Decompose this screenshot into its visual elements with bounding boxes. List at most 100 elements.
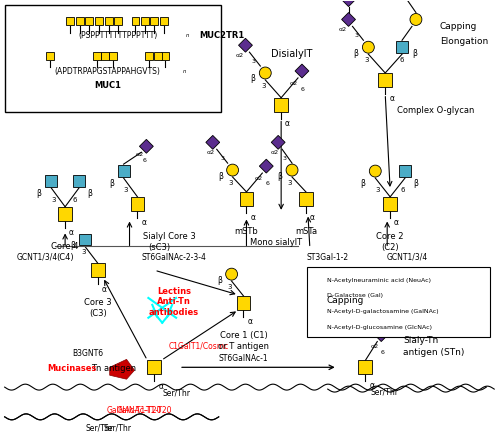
Text: β: β bbox=[87, 189, 92, 198]
Text: α: α bbox=[285, 119, 290, 128]
Text: β: β bbox=[217, 275, 222, 284]
Text: α: α bbox=[394, 217, 399, 227]
Text: (C3): (C3) bbox=[89, 309, 106, 318]
Bar bbox=[46, 176, 57, 187]
Text: N-Acetyl-D-glucosamine (GlcNAc): N-Acetyl-D-glucosamine (GlcNAc) bbox=[326, 325, 432, 329]
Bar bbox=[150, 18, 158, 26]
Bar bbox=[161, 53, 169, 61]
Bar bbox=[154, 53, 162, 61]
Text: 6: 6 bbox=[142, 158, 146, 162]
Text: 6: 6 bbox=[73, 196, 78, 202]
Text: GCNT1/3/4: GCNT1/3/4 bbox=[16, 252, 58, 261]
Text: 3: 3 bbox=[364, 57, 368, 63]
Bar bbox=[130, 197, 144, 211]
Text: mSTa: mSTa bbox=[295, 227, 317, 236]
Polygon shape bbox=[271, 136, 285, 150]
Text: α2: α2 bbox=[206, 149, 215, 155]
Text: α: α bbox=[248, 316, 252, 326]
Bar bbox=[132, 18, 140, 26]
Text: Ser/Thr: Ser/Thr bbox=[370, 387, 398, 396]
Circle shape bbox=[312, 289, 324, 301]
Polygon shape bbox=[342, 0, 355, 7]
Bar bbox=[46, 53, 54, 61]
Text: Complex O-glycan: Complex O-glycan bbox=[397, 106, 474, 115]
Text: β: β bbox=[412, 49, 417, 58]
Text: 3: 3 bbox=[261, 82, 266, 89]
Circle shape bbox=[362, 42, 374, 54]
Bar bbox=[118, 166, 130, 178]
Polygon shape bbox=[312, 273, 324, 286]
Text: β: β bbox=[354, 49, 358, 58]
Text: Mono sialylT: Mono sialylT bbox=[250, 237, 302, 247]
Bar bbox=[73, 176, 85, 187]
Text: Core 3: Core 3 bbox=[84, 298, 112, 307]
Bar bbox=[399, 166, 411, 178]
Polygon shape bbox=[362, 306, 376, 320]
Text: α2: α2 bbox=[290, 81, 298, 86]
Text: 3: 3 bbox=[375, 187, 380, 192]
Text: α2: α2 bbox=[370, 343, 378, 348]
Bar bbox=[58, 207, 72, 221]
Text: Ser/Thr: Ser/Thr bbox=[162, 388, 190, 397]
Bar bbox=[240, 192, 254, 206]
FancyBboxPatch shape bbox=[4, 6, 220, 112]
Text: Mucinases: Mucinases bbox=[48, 363, 97, 372]
Text: β: β bbox=[70, 240, 75, 250]
Text: 3: 3 bbox=[228, 180, 233, 186]
Bar bbox=[95, 18, 103, 26]
Polygon shape bbox=[110, 359, 134, 379]
Text: α2: α2 bbox=[338, 27, 346, 32]
Text: 3: 3 bbox=[220, 155, 224, 160]
Text: DisialylT: DisialylT bbox=[271, 49, 312, 59]
Bar bbox=[312, 321, 324, 333]
Text: β: β bbox=[218, 171, 222, 180]
Bar bbox=[93, 53, 101, 61]
Text: β: β bbox=[360, 179, 366, 188]
Text: α: α bbox=[389, 94, 394, 103]
Text: ST3Gal-1-2: ST3Gal-1-2 bbox=[306, 252, 349, 261]
Circle shape bbox=[286, 165, 298, 177]
Bar bbox=[236, 296, 250, 310]
Polygon shape bbox=[295, 65, 309, 79]
Text: α2: α2 bbox=[136, 151, 143, 156]
Text: $_n$: $_n$ bbox=[185, 31, 190, 40]
Text: (sC3): (sC3) bbox=[148, 242, 171, 251]
Bar bbox=[383, 197, 397, 211]
Text: antibodies: antibodies bbox=[149, 308, 199, 316]
Text: 3: 3 bbox=[51, 196, 56, 202]
Circle shape bbox=[226, 165, 238, 177]
Text: β: β bbox=[109, 179, 114, 188]
Text: Capping: Capping bbox=[440, 22, 477, 31]
Circle shape bbox=[260, 68, 271, 80]
Bar bbox=[114, 18, 122, 26]
Text: GCNT1/3/4: GCNT1/3/4 bbox=[386, 252, 428, 261]
Text: ST6GalNAc-2-3-4: ST6GalNAc-2-3-4 bbox=[142, 252, 206, 261]
Bar bbox=[85, 18, 93, 26]
Bar bbox=[104, 18, 112, 26]
Text: 6: 6 bbox=[380, 349, 384, 354]
Bar bbox=[142, 18, 150, 26]
Bar bbox=[146, 53, 154, 61]
Text: GalNAc-T1-T20: GalNAc-T1-T20 bbox=[116, 405, 172, 414]
Text: 3: 3 bbox=[354, 33, 358, 38]
Bar bbox=[91, 263, 104, 277]
Bar bbox=[66, 18, 74, 26]
Text: α: α bbox=[250, 213, 256, 222]
Text: α: α bbox=[102, 284, 107, 293]
Text: Sialy-Tn: Sialy-Tn bbox=[403, 335, 438, 344]
Bar bbox=[378, 74, 392, 88]
Text: Tn antigen: Tn antigen bbox=[92, 363, 136, 372]
Text: 3: 3 bbox=[82, 249, 86, 255]
Text: β: β bbox=[36, 189, 42, 198]
Bar bbox=[396, 42, 408, 54]
Text: α: α bbox=[69, 227, 74, 237]
Text: β: β bbox=[413, 179, 418, 188]
Text: (APDTRPAPGSTAPPAHGVTS): (APDTRPAPGSTAPPAHGVTS) bbox=[55, 66, 160, 76]
Text: ST6GalNAc-1: ST6GalNAc-1 bbox=[218, 354, 268, 362]
Text: Elongation: Elongation bbox=[440, 37, 488, 46]
Bar bbox=[108, 53, 116, 61]
Text: α: α bbox=[310, 213, 315, 222]
Text: 3: 3 bbox=[124, 187, 128, 192]
Text: Core 4: Core 4 bbox=[52, 241, 79, 250]
Bar bbox=[299, 192, 313, 206]
